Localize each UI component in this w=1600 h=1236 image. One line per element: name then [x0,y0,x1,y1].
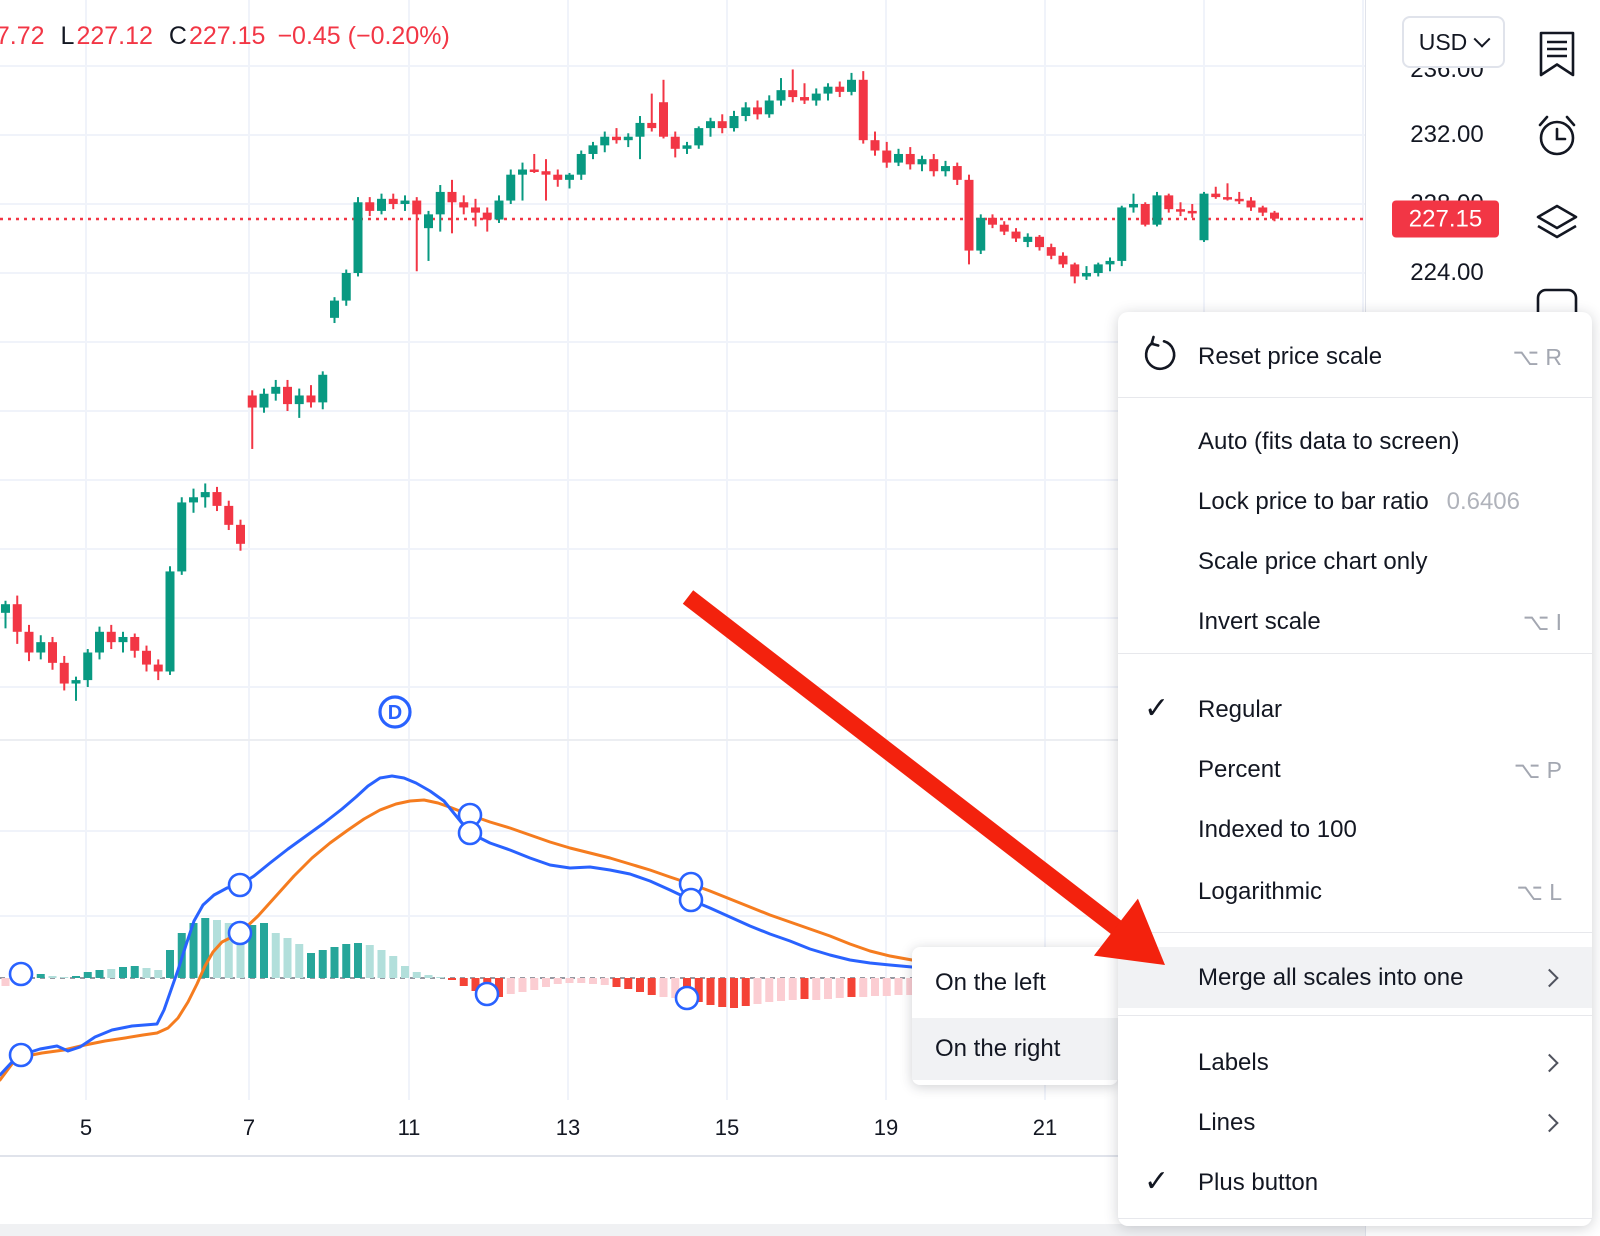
layers-icon[interactable] [1534,198,1580,246]
menu-item-label: Lock price to bar ratio [1198,488,1429,515]
menu-item-regular[interactable]: ✓ Regular [1118,680,1592,740]
menu-item-lock[interactable]: Lock price to bar ratio 0.6406 [1118,472,1592,532]
submenu-item-label: On the right [935,1035,1061,1062]
last-price-badge: 227.15 [1392,200,1499,238]
menu-item-invert[interactable]: Invert scale ⌥ I [1118,592,1592,652]
menu-item-shortcut: ⌥ R [1512,343,1562,370]
menu-item-reset[interactable]: Reset price scale ⌥ R [1118,327,1592,387]
menu-item-scaleonly[interactable]: Scale price chart only [1118,532,1592,592]
menu-item-label: Indexed to 100 [1198,816,1357,843]
submenu-item-label: On the left [935,968,1046,996]
menu-item-indexed[interactable]: Indexed to 100 [1118,800,1592,860]
chevron-right-icon [1540,1113,1559,1133]
scale-position-submenu: On the left On the right [912,947,1118,1085]
menu-item-label: Regular [1198,696,1283,723]
legend-l-value: 227.12 [76,22,153,50]
price-scale-context-menu: Reset price scale ⌥ R Auto (fits data to s… [1118,312,1592,1226]
menu-item-plus[interactable]: ✓ Plus button [1118,1153,1592,1213]
time-axis-border [0,1155,1600,1157]
legend-h-value: 227.72 [0,22,45,50]
svg-text:D: D [388,702,402,724]
price-scale-label: 224.00 [1410,259,1484,286]
time-axis-label: 5 [79,1115,93,1140]
checkmark-icon: ✓ [1144,692,1170,726]
menu-item-percent[interactable]: Percent ⌥ P [1118,740,1592,800]
reset-icon [1140,335,1178,379]
candlestick-series [1,69,1279,701]
menu-item-value: 0.6406 [1446,488,1520,515]
time-axis-label: 15 [714,1115,740,1140]
menu-item-lines[interactable]: Lines [1118,1093,1592,1153]
menu-item-label: Invert scale [1198,608,1321,635]
menu-item-auto[interactable]: Auto (fits data to screen) [1118,412,1592,472]
menu-item-label: Lines [1198,1109,1256,1136]
time-axis-label: 21 [1032,1115,1058,1140]
price-scale-label: 232.00 [1410,121,1484,148]
menu-item-shortcut: ⌥ L [1516,878,1562,905]
menu-highlight [1118,947,1592,1008]
menu-item-label: Merge all scales into one [1198,964,1464,991]
menu-item-label: Scale price chart only [1198,548,1428,575]
macd-signal-line[interactable] [0,798,914,1082]
currency-label: USD [1418,28,1468,55]
menu-item-label: Logarithmic [1198,878,1323,905]
legend-c-value: 227.15 [188,22,266,50]
submenu-item-on-the-right[interactable]: On the right [912,1018,1118,1080]
indicator-d-badge[interactable]: D [378,695,412,729]
menu-divider [1118,1218,1592,1219]
menu-item-label: Labels [1198,1049,1269,1076]
menu-item-labels[interactable]: Labels [1118,1033,1592,1093]
menu-item-label: Plus button [1198,1169,1319,1196]
time-axis-label: 19 [873,1115,899,1140]
menu-divider [1118,653,1592,654]
checkmark-icon: ✓ [1144,1165,1170,1199]
time-axis-label: 7 [242,1115,256,1140]
menu-divider [1118,397,1592,398]
watchlist-icon[interactable] [1534,30,1580,78]
time-axis-label: 11 [397,1115,421,1140]
menu-item-merge[interactable]: Merge all scales into one [1118,948,1592,1008]
legend-l-label: L [60,22,75,50]
menu-item-log[interactable]: Logarithmic ⌥ L [1118,862,1592,922]
legend-c-label: C [168,22,187,50]
menu-item-shortcut: ⌥ I [1522,608,1562,635]
menu-item-label: Auto (fits data to screen) [1198,428,1460,455]
chevron-down-icon [1473,30,1491,48]
legend-change: −0.45 (−0.20%) [277,22,450,50]
menu-item-shortcut: ⌥ P [1513,756,1562,783]
menu-divider [1118,932,1592,933]
chevron-right-icon [1540,1053,1559,1073]
macd-line[interactable] [0,774,914,1077]
alert-clock-icon[interactable] [1534,112,1580,160]
time-axis-label: 13 [555,1115,581,1140]
indicator-handles[interactable] [8,802,704,1068]
menu-item-label: Percent [1198,756,1281,783]
menu-item-label: Reset price scale [1198,343,1383,370]
bottom-toolbar-edge [0,1224,1600,1236]
submenu-item-on-the-left[interactable]: On the left [912,947,1118,1018]
chevron-right-icon [1540,968,1559,988]
currency-dropdown[interactable]: USD [1402,16,1505,68]
menu-divider [1118,1015,1592,1016]
macd-histogram [1,918,915,1008]
